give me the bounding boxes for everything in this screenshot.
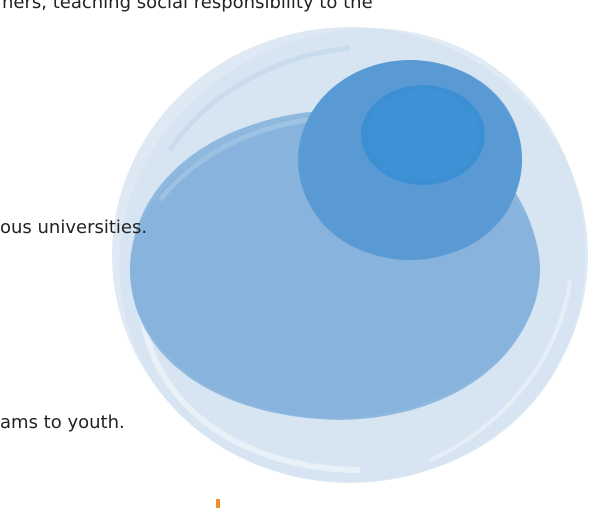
core-circle (361, 85, 485, 185)
accent-mark (216, 499, 220, 508)
body-text-line: hers, teaching social responsibility to … (2, 0, 373, 13)
body-text-line: ous universities. (0, 217, 148, 238)
body-text-line: ams to youth. (0, 412, 125, 433)
